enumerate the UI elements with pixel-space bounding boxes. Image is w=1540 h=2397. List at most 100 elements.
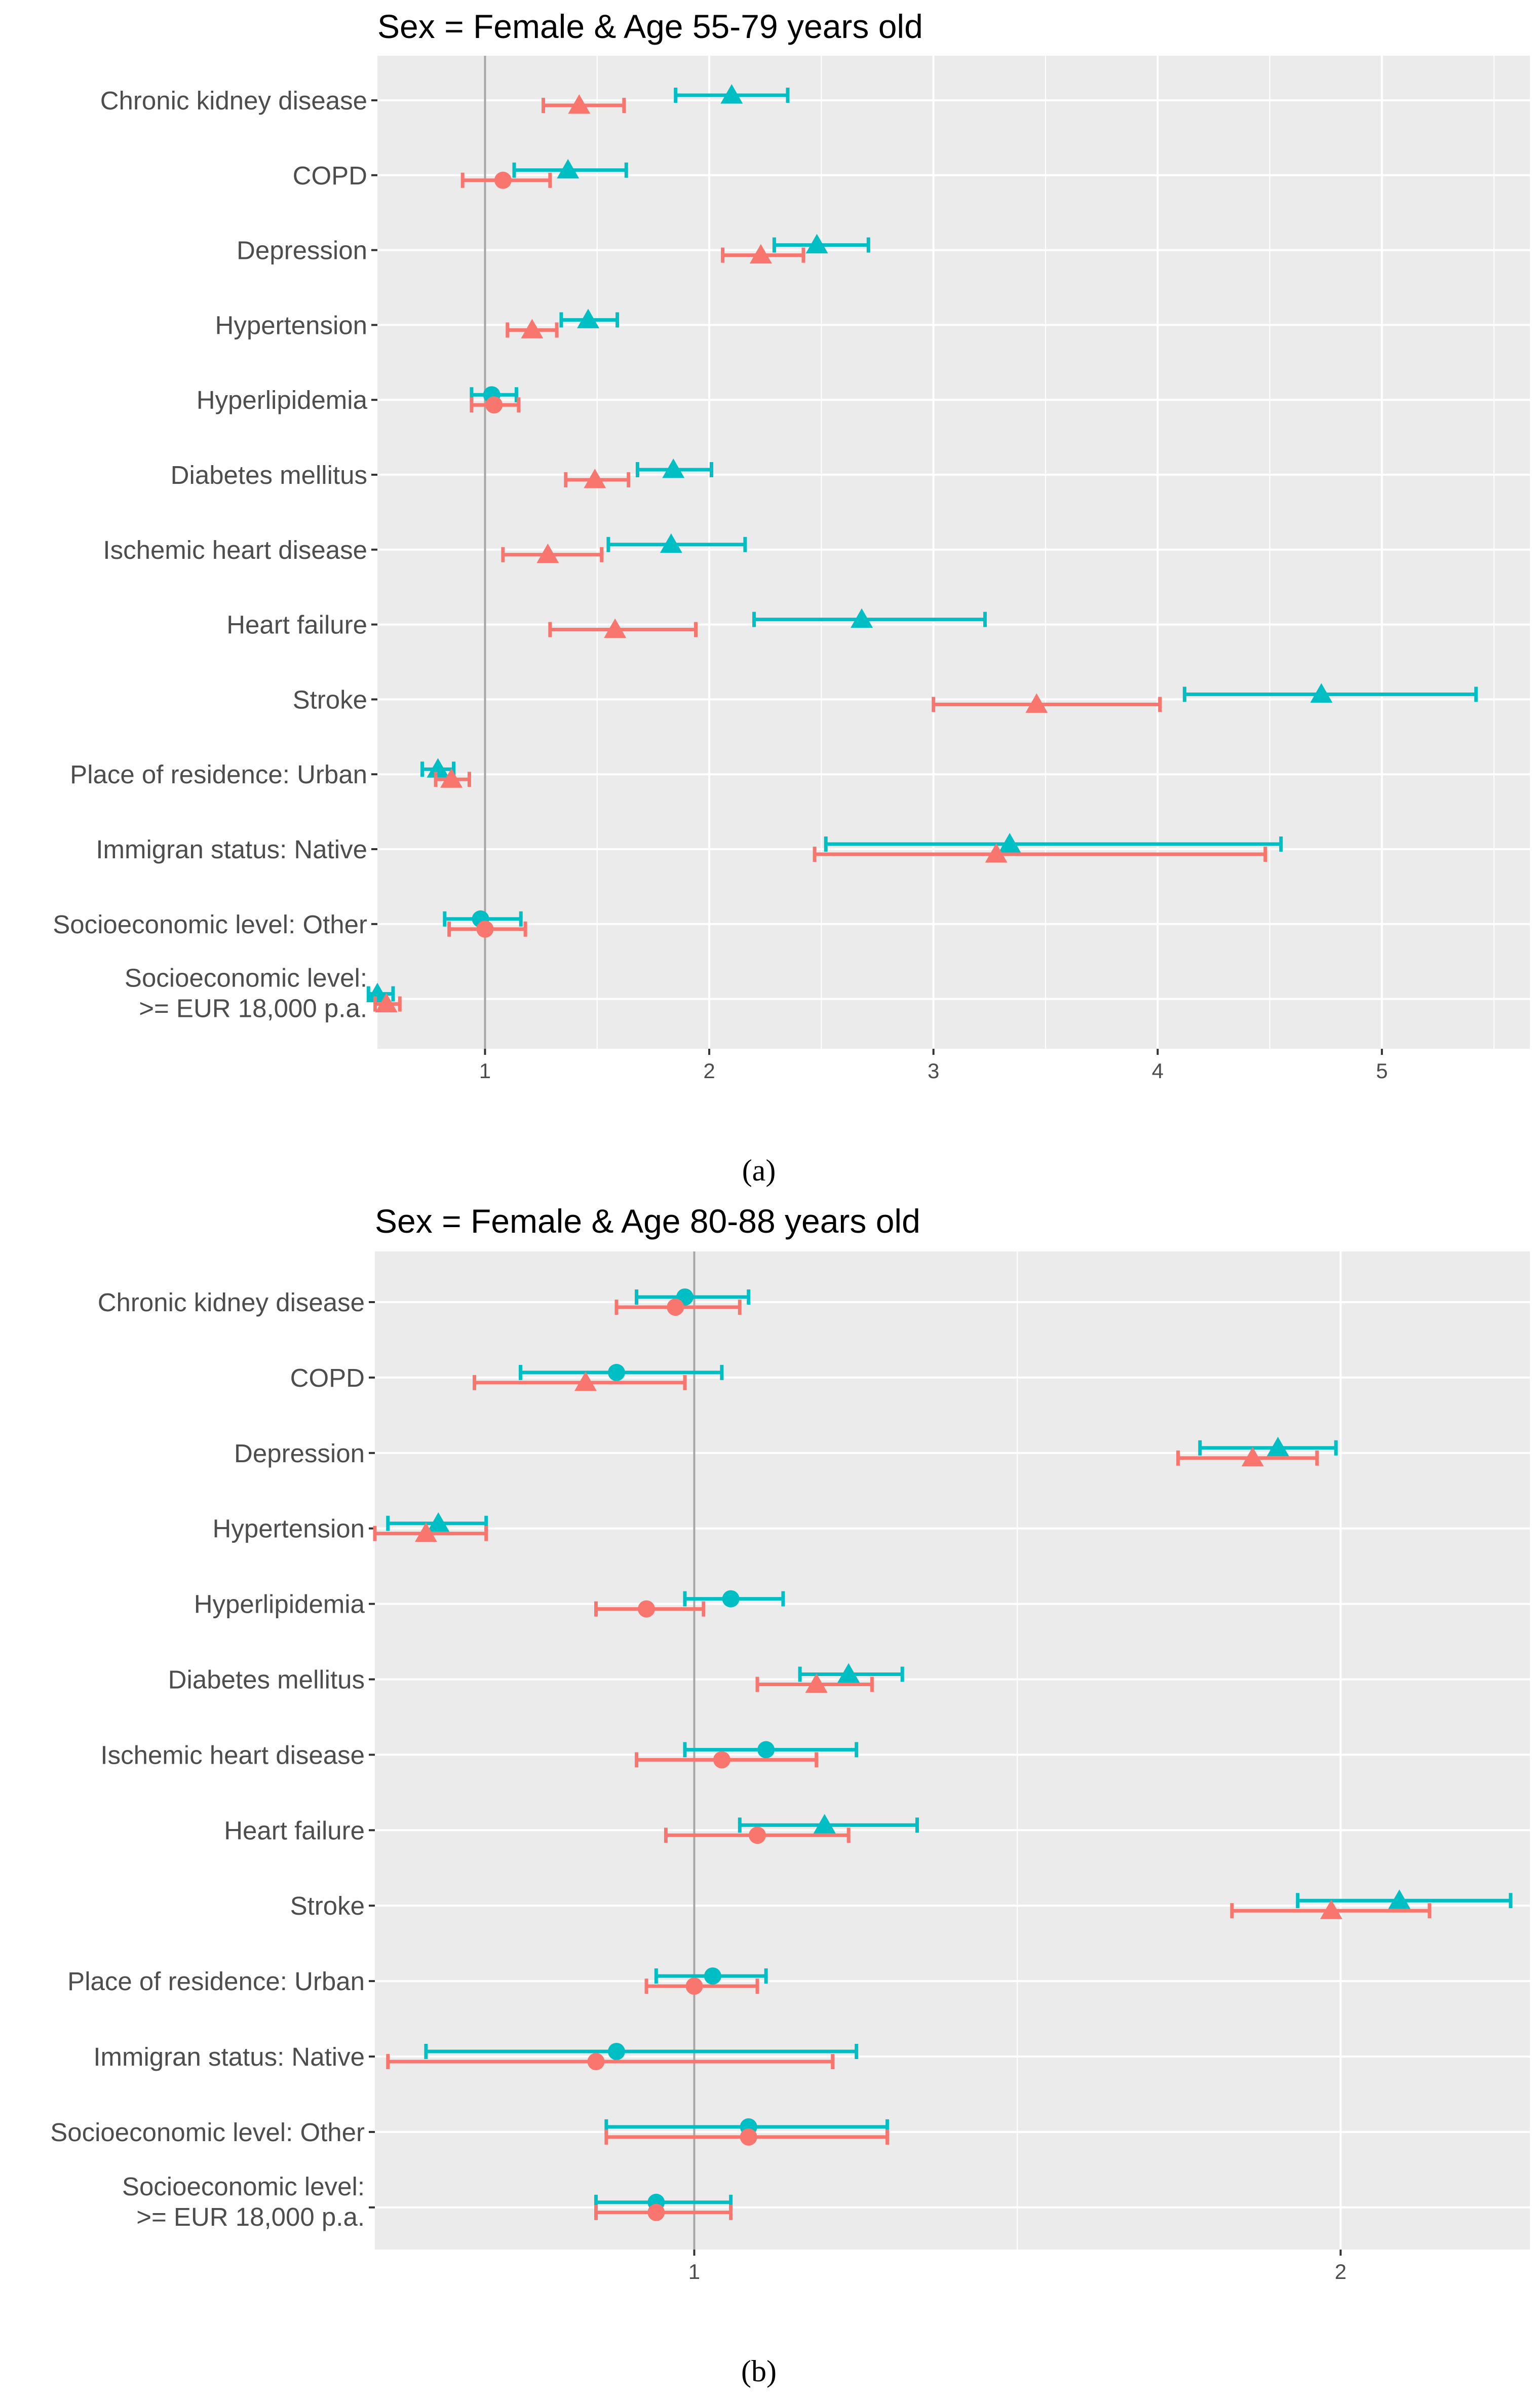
estimate-cyan xyxy=(683,1741,859,1759)
point-triangle xyxy=(851,608,873,628)
estimate-salmon xyxy=(386,2053,835,2070)
estimate-cyan xyxy=(606,533,747,553)
estimate-salmon xyxy=(755,1673,874,1693)
estimate-salmon xyxy=(460,171,552,189)
estimate-cyan xyxy=(1296,1889,1513,1909)
point-triangle xyxy=(1025,693,1048,713)
category-label: Immigran status: Native xyxy=(96,835,367,864)
category-label: Heart failure xyxy=(226,611,367,639)
estimate-cyan xyxy=(635,459,713,478)
point-circle xyxy=(607,2043,625,2060)
estimate-salmon xyxy=(932,693,1162,713)
point-circle xyxy=(685,1977,703,1995)
point-triangle xyxy=(568,94,591,114)
point-triangle xyxy=(557,159,580,179)
category-label: Heart failure xyxy=(224,1816,365,1845)
category-label: Socioeconomic level: >= EUR 18,000 p.a. xyxy=(122,2172,365,2231)
estimate-salmon xyxy=(664,1827,851,1844)
point-circle xyxy=(722,1590,740,1608)
point-triangle xyxy=(574,1371,597,1391)
estimates-a xyxy=(366,84,1478,1013)
estimate-cyan xyxy=(674,84,790,104)
point-triangle xyxy=(521,319,544,338)
category-label: Chronic kidney disease xyxy=(100,86,367,115)
estimate-cyan xyxy=(824,833,1283,853)
point-triangle xyxy=(1241,1447,1264,1467)
estimate-salmon xyxy=(548,618,698,638)
category-label: COPD xyxy=(293,161,367,190)
category-label: Chronic kidney disease xyxy=(98,1288,365,1317)
point-circle xyxy=(749,1827,766,1844)
category-label: Socioeconomic level: Other xyxy=(50,2118,365,2147)
caption-b: (b) xyxy=(741,2354,777,2388)
point-triangle xyxy=(749,244,772,264)
point-circle xyxy=(647,2203,665,2221)
point-triangle xyxy=(805,234,828,254)
estimate-cyan xyxy=(1198,1436,1338,1457)
category-label: Place of residence: Urban xyxy=(70,760,367,789)
point-triangle xyxy=(584,469,606,488)
category-label: Ischemic heart disease xyxy=(100,1740,365,1769)
category-label: Hypertension xyxy=(215,311,368,339)
point-circle xyxy=(667,1299,684,1316)
estimate-cyan xyxy=(366,982,395,1003)
point-triangle xyxy=(720,84,743,104)
point-circle xyxy=(713,1751,730,1769)
estimate-salmon xyxy=(594,1600,706,1618)
estimate-cyan xyxy=(518,1363,724,1381)
estimate-salmon xyxy=(470,396,521,414)
estimate-cyan xyxy=(635,1288,751,1306)
point-circle xyxy=(704,1967,721,1985)
estimate-salmon xyxy=(644,1977,759,1995)
point-circle xyxy=(587,2053,605,2070)
estimate-cyan xyxy=(752,608,987,628)
point-circle xyxy=(607,1363,625,1381)
estimate-cyan xyxy=(654,1967,768,1985)
category-label: Ischemic heart disease xyxy=(103,536,367,564)
category-label: Socioeconomic level: >= EUR 18,000 p.a. xyxy=(125,964,367,1023)
estimate-salmon xyxy=(614,1299,742,1316)
chart-b-title: Sex = Female & Age 80-88 years old xyxy=(375,1202,920,1240)
category-label: Hyperlipidemia xyxy=(197,386,368,414)
estimates-b xyxy=(373,1288,1513,2221)
estimate-cyan xyxy=(1182,683,1478,703)
plot-panel-a xyxy=(377,56,1530,1049)
category-label: Stroke xyxy=(290,1891,365,1920)
point-triangle xyxy=(604,618,627,638)
point-triangle xyxy=(414,1522,437,1542)
estimate-cyan xyxy=(443,910,523,928)
row-labels-b: Chronic kidney disease COPD Depression Hype… xyxy=(50,1288,375,2231)
estimate-salmon xyxy=(594,2203,733,2221)
estimate-cyan xyxy=(559,309,620,328)
point-triangle xyxy=(1266,1436,1289,1457)
estimate-salmon xyxy=(564,469,631,488)
estimate-salmon xyxy=(501,543,604,563)
point-circle xyxy=(757,1741,775,1759)
caption-a: (a) xyxy=(742,1154,776,1187)
estimate-cyan xyxy=(512,159,628,179)
category-label: Socioeconomic level: Other xyxy=(53,910,367,939)
estimate-salmon xyxy=(1176,1447,1319,1467)
point-triangle xyxy=(366,982,389,1003)
chart-a-title: Sex = Female & Age 55-79 years old xyxy=(377,8,923,45)
estimate-cyan xyxy=(386,1512,488,1532)
estimate-salmon xyxy=(373,1522,488,1542)
point-triangle xyxy=(1388,1889,1411,1909)
x-tick-label: 3 xyxy=(928,1059,939,1083)
estimate-salmon xyxy=(506,319,559,338)
category-label: Immigran status: Native xyxy=(93,2042,365,2071)
estimate-salmon xyxy=(542,94,626,114)
point-triangle xyxy=(375,993,398,1013)
estimate-salmon xyxy=(373,993,402,1013)
forest-plot-b: Sex = Female & Age 80-88 years old Chron… xyxy=(50,1202,1530,2388)
estimate-salmon xyxy=(473,1371,687,1391)
point-triangle xyxy=(1310,683,1333,703)
x-tick-label: 5 xyxy=(1376,1059,1388,1083)
forest-plot-a: Sex = Female & Age 55-79 years old Chron… xyxy=(53,8,1530,1187)
point-triangle xyxy=(662,459,685,478)
estimate-cyan xyxy=(683,1590,785,1608)
category-label: COPD xyxy=(290,1363,365,1392)
point-circle xyxy=(494,171,512,189)
point-triangle xyxy=(998,833,1021,853)
